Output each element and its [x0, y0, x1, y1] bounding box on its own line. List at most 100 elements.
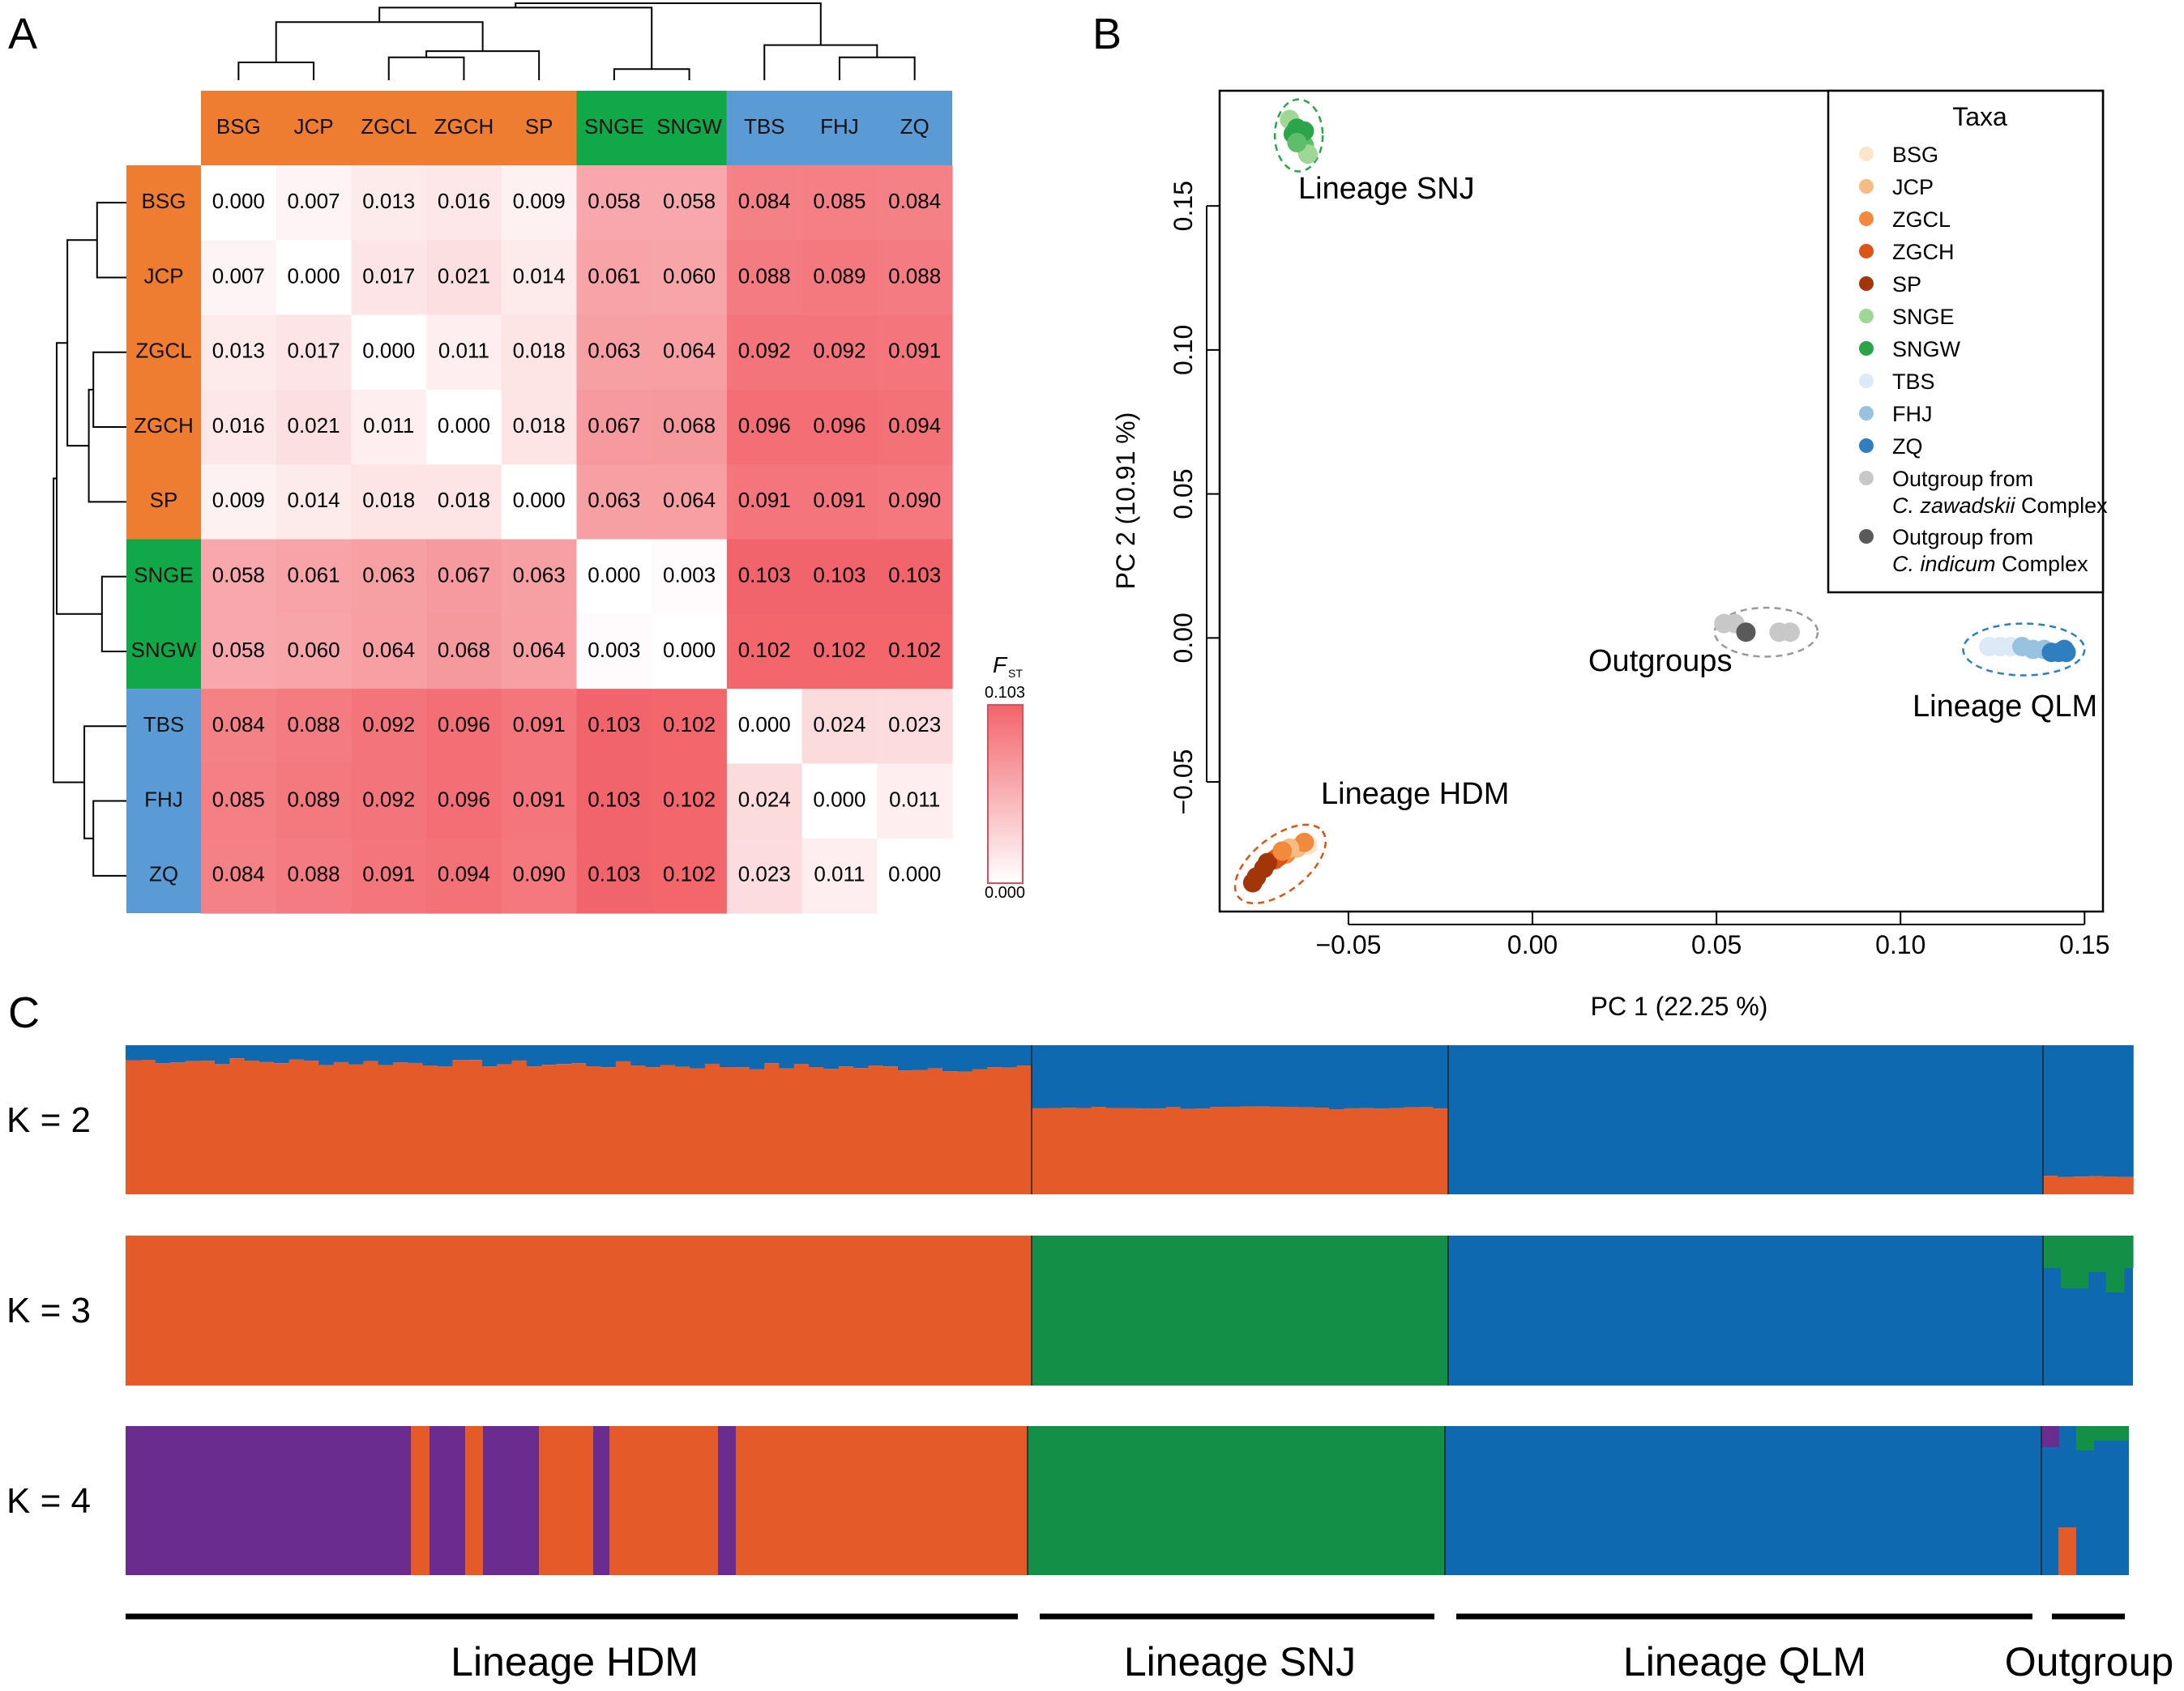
structure-bar-orange — [1032, 1108, 1048, 1194]
heatmap-cell — [652, 165, 728, 241]
fst-scale-bar — [987, 704, 1024, 884]
structure-bar-blue — [1388, 1045, 1404, 1108]
heatmap-cell-value: 0.021 — [438, 263, 490, 288]
heatmap-cell-value: 0.096 — [438, 712, 490, 737]
structure-bar-blue — [2088, 1045, 2104, 1176]
cluster-label: Lineage SNJ — [1298, 172, 1475, 206]
legend-marker — [1859, 147, 1874, 161]
structure-bar-blue — [303, 1045, 320, 1061]
dendrogram-branch — [92, 800, 128, 877]
heatmap-cell — [877, 838, 953, 914]
heatmap-cell-value: 0.014 — [513, 263, 566, 288]
heatmap-cell — [576, 165, 652, 241]
structure-bar-blue — [467, 1045, 483, 1061]
heatmap-cell — [276, 689, 352, 764]
structure-bar-orange — [1433, 1108, 1449, 1194]
structure-bar-blue — [363, 1045, 379, 1061]
structure-block-green — [1028, 1426, 1445, 1575]
structure-bar-blue — [1908, 1045, 1925, 1194]
pca-plot: −0.05 0.00 0.05 0.10 0.15 −0.05 0.00 0.05 0.10 0.… — [1111, 89, 2109, 1021]
heatmap-cell — [726, 613, 803, 690]
heatmap-cell — [201, 689, 277, 764]
heatmap-cell — [351, 689, 427, 764]
structure-bar-blue — [1403, 1045, 1420, 1108]
structure-block-blue — [1448, 1236, 2043, 1386]
heatmap-cell-value: 0.023 — [888, 712, 941, 737]
group-label-snj: Lineage SNJ — [1124, 1639, 1356, 1685]
structure-bar-blue — [2073, 1045, 2089, 1177]
structure-bar-blue — [1299, 1045, 1315, 1108]
legend-label: BSG — [1892, 143, 1938, 167]
heatmap-cell — [501, 763, 578, 839]
structure-bar-orange — [615, 1061, 631, 1194]
structure-bar-orange — [853, 1068, 870, 1194]
heatmap-cell-value: 0.064 — [663, 488, 716, 512]
structure-bar-blue — [809, 1045, 825, 1067]
heatmap-cell — [426, 838, 502, 914]
heatmap-cell-value: 0.063 — [588, 339, 640, 363]
heatmap-cell — [726, 389, 803, 465]
dendrogram-branch — [96, 202, 128, 279]
structure-bar-orange — [199, 1061, 216, 1194]
heatmap-cell-value: 0.088 — [738, 263, 791, 288]
dendrogram-branch — [838, 56, 916, 80]
cluster-ellipse — [1713, 606, 1819, 658]
structure-bar-blue — [1596, 1045, 1613, 1194]
pca-point — [1780, 622, 1800, 643]
legend-marker — [1859, 529, 1874, 544]
panel-label-c: C — [8, 989, 40, 1037]
structure-bar-blue — [1700, 1045, 1717, 1194]
structure-bar-blue — [912, 1045, 929, 1070]
row-label-k4: K = 4 — [6, 1481, 91, 1521]
structure-bar-blue — [481, 1045, 498, 1067]
structure-bar-blue — [1671, 1045, 1687, 1194]
heatmap-cell — [652, 464, 728, 540]
structure-outgroup-purple — [2041, 1426, 2059, 1447]
column-header-zq: ZQ — [900, 114, 930, 139]
heatmap-cell — [726, 763, 803, 839]
heatmap-cell — [501, 464, 578, 540]
structure-block-outgroup — [2041, 1426, 2129, 1575]
pca-point — [1242, 873, 1263, 893]
pca-point — [1258, 852, 1278, 873]
legend-label: Outgroup from — [1892, 467, 2033, 491]
heatmap-cell — [501, 389, 578, 465]
structure-bar-orange — [363, 1061, 379, 1194]
heatmap-cell — [426, 389, 502, 465]
structure-bar-blue — [1418, 1045, 1434, 1108]
structure-bar-orange — [422, 1065, 438, 1194]
heatmap-cell — [501, 539, 578, 615]
structure-bar-blue — [749, 1045, 765, 1070]
structure-bar-blue — [155, 1045, 171, 1064]
heatmap-cell-value: 0.092 — [813, 339, 865, 363]
row-header-sp: SP — [150, 488, 178, 512]
structure-bar-orange — [1210, 1107, 1226, 1194]
heatmap-cell — [652, 838, 728, 914]
structure-bar-blue — [1968, 1045, 1985, 1194]
structure-bar-blue — [779, 1045, 795, 1069]
structure-bar-orange — [1358, 1108, 1375, 1194]
structure-bar-blue — [2028, 1045, 2044, 1194]
row-header-jcp: JCP — [143, 263, 183, 288]
structure-bar-blue — [1983, 1045, 1999, 1194]
structure-bar-orange — [303, 1061, 320, 1194]
column-header-sp: SP — [525, 114, 553, 139]
dendrogram-left — [53, 202, 128, 877]
structure-bar-blue — [987, 1045, 1003, 1068]
structure-bar-orange — [720, 1067, 736, 1194]
structure-bar-orange — [734, 1067, 750, 1194]
structure-bar-blue — [2118, 1045, 2134, 1177]
heatmap-cell-value: 0.011 — [363, 413, 414, 438]
structure-bar-blue — [927, 1045, 943, 1069]
structure-bar-orange — [333, 1061, 349, 1194]
structure-bar-orange — [1254, 1106, 1271, 1194]
heatmap-cell — [877, 763, 953, 839]
dendrogram-branch — [55, 342, 102, 615]
legend-italic: C. zawadskii — [1892, 493, 2016, 518]
legend-marker — [1859, 309, 1874, 323]
heatmap-cell-value: 0.063 — [362, 563, 415, 587]
heatmap-cell-value: 0.094 — [438, 862, 490, 886]
legend-label-line2: C. indicum Complex — [1892, 552, 2088, 576]
legend-marker — [1859, 276, 1874, 291]
structure-bar-orange — [1403, 1107, 1420, 1194]
